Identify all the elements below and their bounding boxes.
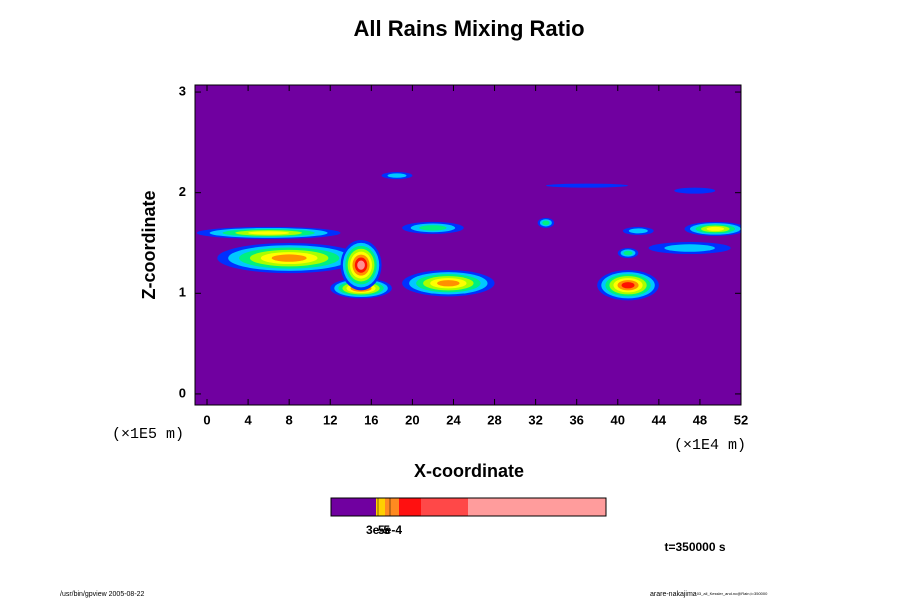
colorbar-tick-label: 5e-4	[378, 523, 402, 537]
footer-right: arare-nakajima03_all_Kessler_and.nc@Rain…	[650, 591, 768, 598]
y-tick-label: 3	[179, 83, 186, 98]
plot-frame	[194, 84, 742, 406]
x-tick-label: 0	[203, 412, 210, 427]
y-tick-label: 2	[179, 184, 186, 199]
x-tick-label: 36	[569, 412, 583, 427]
x-tick-label: 40	[611, 412, 625, 427]
colorbar-segment	[385, 498, 399, 516]
contour-region	[545, 183, 629, 188]
contour-region	[387, 173, 407, 178]
colorbar-tick-label: 3e-5	[366, 523, 390, 537]
colorbar-frame	[330, 497, 607, 517]
footer-left: /usr/bin/gpview 2005-08-22	[60, 591, 145, 598]
y-tick-label: 1	[179, 285, 186, 300]
x-tick-label: 28	[487, 412, 501, 427]
contour-region	[706, 226, 725, 231]
contour-region	[628, 228, 648, 234]
time-label: t=350000 s	[664, 540, 725, 554]
footer-right-main: arare-nakajima	[650, 591, 697, 598]
contour-region	[542, 220, 550, 226]
x-tick-label: 32	[528, 412, 542, 427]
contour-region	[674, 187, 716, 194]
y-axis-label: Z-coordinate	[139, 190, 159, 299]
x-tick-label: 48	[693, 412, 707, 427]
footer-right-small: 03_all_Kessler_and.nc@Rain,t=350000	[697, 591, 768, 596]
contour-region	[271, 254, 307, 262]
colorbar-segment	[399, 498, 421, 516]
contour-region	[621, 282, 635, 289]
colorbar-segment	[421, 498, 468, 516]
contour-region	[623, 250, 633, 256]
chart-title: All Rains Mixing Ratio	[353, 16, 584, 41]
x-tick-label: 4	[244, 412, 252, 427]
x-tick-label: 24	[446, 412, 461, 427]
x-unit: (×1E4 m)	[674, 437, 746, 454]
contour-region	[664, 244, 715, 252]
x-tick-label: 20	[405, 412, 419, 427]
x-tick-label: 52	[734, 412, 748, 427]
x-tick-label: 8	[286, 412, 293, 427]
colorbar-segment	[376, 498, 385, 516]
colorbar-segment	[331, 498, 376, 516]
contour-region	[419, 225, 447, 231]
contour-region	[437, 280, 460, 287]
x-axis-label: X-coordinate	[414, 461, 524, 481]
y-unit: (×1E5 m)	[112, 426, 184, 443]
x-tick-label: 44	[652, 412, 667, 427]
y-tick-label: 0	[179, 385, 186, 400]
colorbar-segment	[468, 498, 606, 516]
contour-region	[357, 260, 365, 270]
x-tick-label: 16	[364, 412, 378, 427]
contour-region	[248, 231, 290, 235]
field	[195, 85, 741, 405]
x-tick-label: 12	[323, 412, 337, 427]
